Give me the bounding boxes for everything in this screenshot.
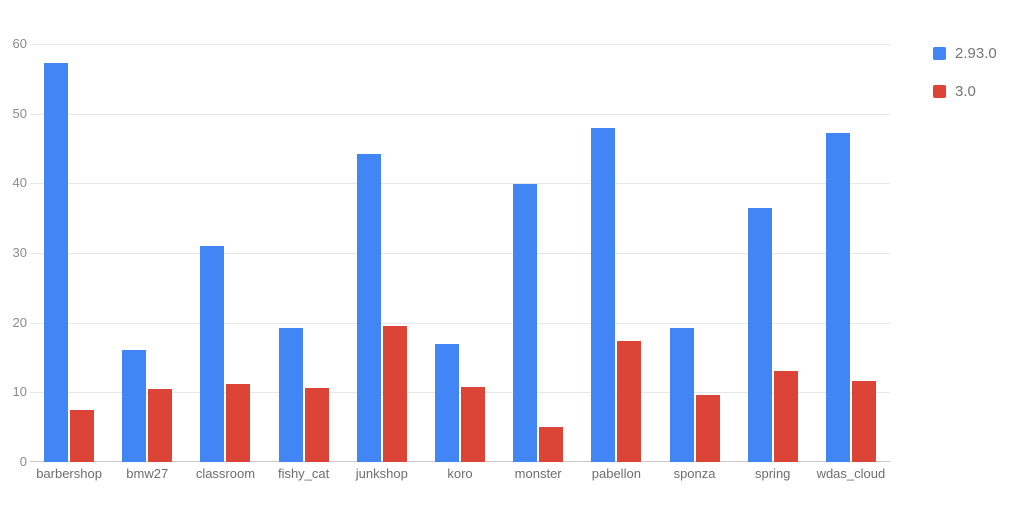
bar-2-93-0-spring[interactable]: [748, 207, 772, 462]
legend-item-2-93-0[interactable]: 2.93.0: [933, 46, 997, 61]
bar-2-93-0-pabellon[interactable]: [591, 128, 615, 462]
x-axis-category-label-monster: monster: [514, 466, 562, 481]
gridline-50: [30, 113, 890, 115]
legend: 2.93.0 3.0: [933, 46, 997, 122]
legend-label-3-0: 3.0: [955, 83, 976, 100]
bar-2-93-0-fishy-cat[interactable]: [279, 327, 303, 462]
bar-3-0-fishy-cat[interactable]: [305, 387, 329, 462]
y-axis-tick-label-50: 50: [12, 105, 27, 121]
x-axis-category-label-spring: spring: [755, 466, 791, 481]
bar-2-93-0-classroom[interactable]: [200, 246, 224, 462]
plot-area: [30, 44, 890, 462]
x-axis-category-label-barbershop: barbershop: [36, 466, 102, 481]
bar-2-93-0-koro[interactable]: [435, 343, 459, 462]
legend-swatch-3-0: [933, 85, 946, 98]
bar-2-93-0-junkshop[interactable]: [357, 154, 381, 462]
bar-2-93-0-wdas-cloud[interactable]: [826, 133, 850, 462]
y-axis: 0 10 20 30 40 50 60: [0, 0, 27, 506]
y-axis-tick-label-0: 0: [19, 454, 27, 469]
x-axis-category-label-fishy-cat: fishy_cat: [277, 466, 330, 481]
bar-3-0-pabellon[interactable]: [617, 340, 641, 462]
legend-swatch-2-93-0: [933, 47, 946, 60]
y-axis-tick-label-40: 40: [12, 175, 27, 191]
gridline-40: [30, 183, 890, 185]
bar-2-93-0-barbershop[interactable]: [44, 62, 68, 462]
bar-3-0-sponza[interactable]: [696, 395, 720, 462]
bar-3-0-koro[interactable]: [461, 386, 485, 462]
x-axis-category-label-wdas-cloud: wdas_cloud: [816, 466, 886, 481]
bar-2-93-0-monster[interactable]: [513, 184, 537, 462]
gridline-60: [30, 44, 890, 45]
gridline-10: [30, 392, 890, 394]
legend-label-2-93-0: 2.93.0: [955, 45, 997, 62]
x-axis-category-label-bmw27: bmw27: [126, 466, 169, 481]
bar-3-0-bmw27[interactable]: [148, 388, 172, 462]
bar-3-0-barbershop[interactable]: [70, 410, 94, 462]
bar-3-0-monster[interactable]: [539, 427, 563, 462]
x-axis-category-label-sponza: sponza: [673, 466, 716, 481]
x-axis-category-label-pabellon: pabellon: [591, 466, 641, 481]
gridline-30: [30, 253, 890, 254]
y-axis-tick-label-60: 60: [12, 36, 27, 51]
bar-3-0-wdas-cloud[interactable]: [852, 381, 876, 462]
y-axis-tick-label-20: 20: [12, 314, 27, 330]
bar-3-0-spring[interactable]: [774, 370, 798, 462]
gridline-20: [30, 322, 890, 324]
y-axis-tick-label-30: 30: [12, 245, 27, 260]
legend-item-3-0[interactable]: 3.0: [933, 84, 997, 99]
bar-3-0-classroom[interactable]: [226, 384, 250, 462]
x-axis-baseline: [30, 461, 890, 462]
x-axis-category-label-classroom: classroom: [195, 466, 256, 481]
x-axis-category-label-koro: koro: [447, 466, 473, 481]
bar-3-0-junkshop[interactable]: [383, 326, 407, 462]
x-axis-category-label-junkshop: junkshop: [355, 466, 408, 481]
y-axis-tick-label-10: 10: [12, 384, 27, 400]
bar-2-93-0-sponza[interactable]: [670, 328, 694, 462]
bar-2-93-0-bmw27[interactable]: [122, 349, 146, 462]
